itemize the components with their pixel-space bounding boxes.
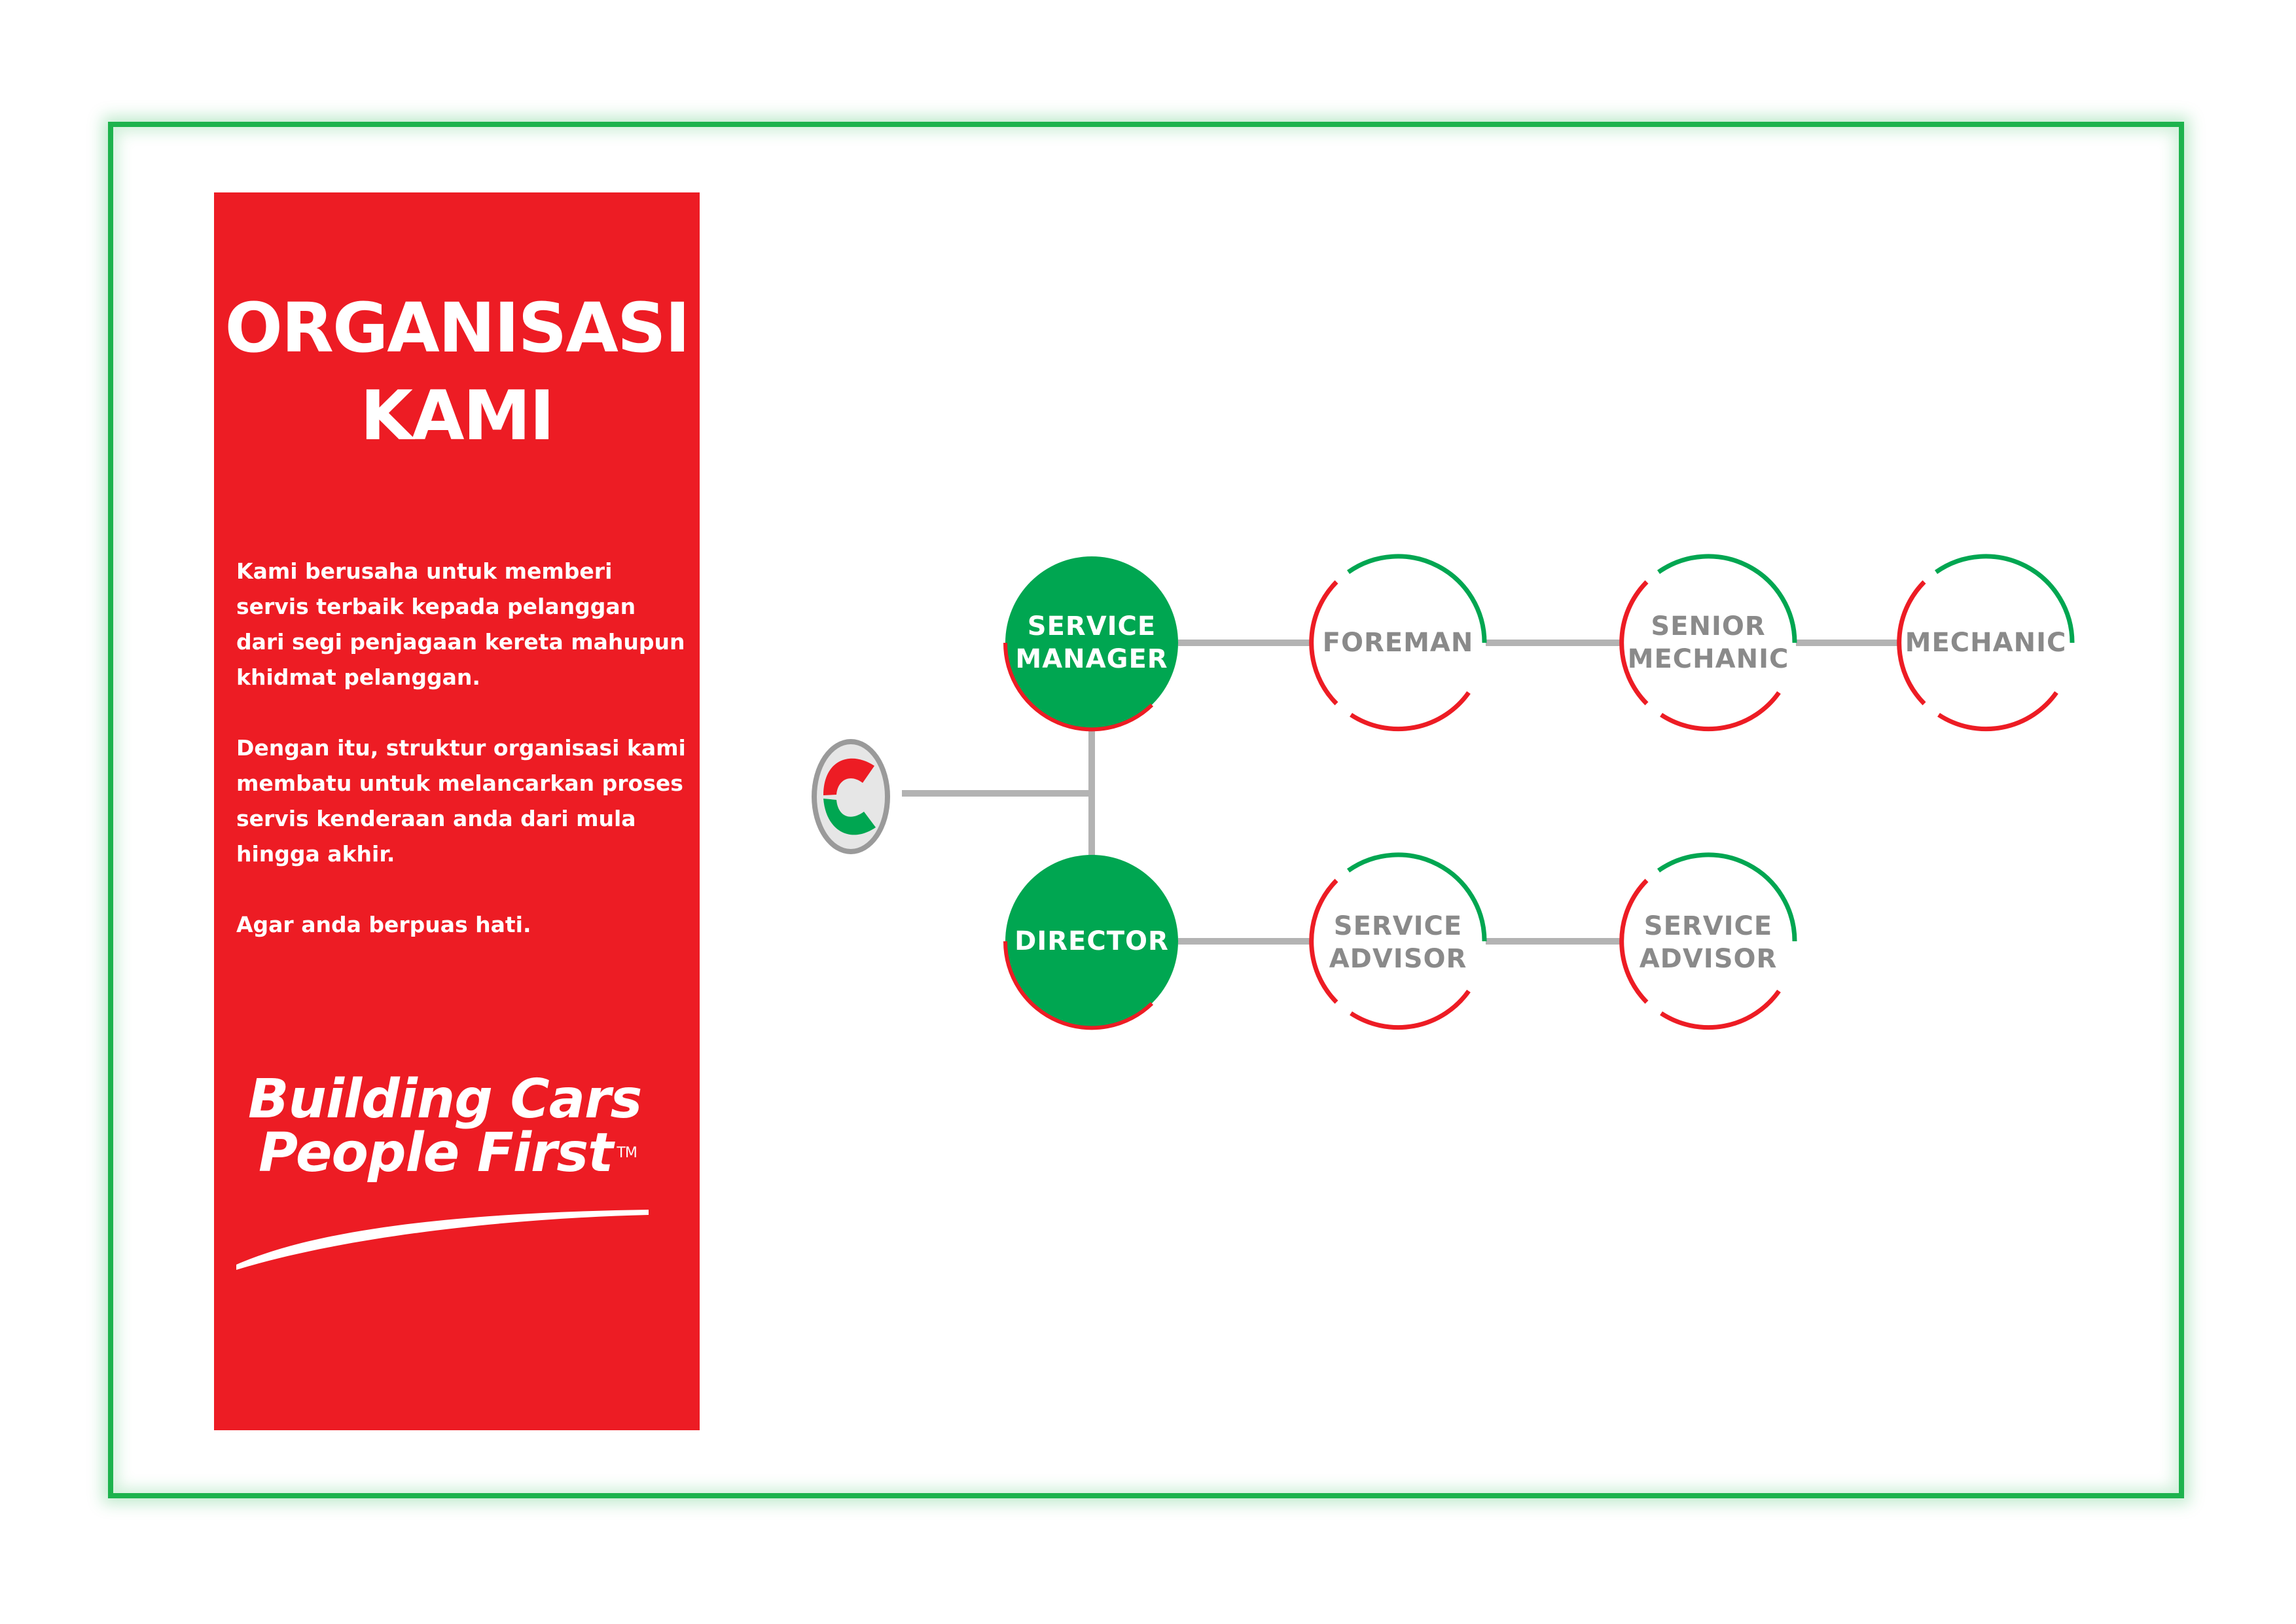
node-service-advisor-2 xyxy=(1619,852,1797,1030)
intro-paragraph-3: Agar anda berpuas hati. xyxy=(236,912,531,937)
trademark-mark: TM xyxy=(617,1145,637,1161)
node-foreman xyxy=(1309,554,1487,732)
label-line: MANAGER xyxy=(1015,644,1168,674)
intro-text: Kami berusaha untuk memberi servis terba… xyxy=(236,554,688,978)
slogan-line-1: Building Cars xyxy=(248,1068,642,1130)
node-label-senior-mechanic: SENIOR MECHANIC xyxy=(1622,610,1795,676)
node-label-director: DIRECTOR xyxy=(1005,925,1178,958)
label-line: MECHANIC xyxy=(1905,628,2067,658)
label-line: SERVICE xyxy=(1333,911,1463,941)
slogan: Building Cars People First TM xyxy=(247,1073,698,1180)
label-line: SENIOR xyxy=(1651,611,1766,641)
connector-lines xyxy=(902,640,1899,945)
node-senior-mechanic xyxy=(1619,554,1797,732)
node-label-service-advisor-1: SERVICE ADVISOR xyxy=(1312,910,1484,975)
node-service-advisor-1 xyxy=(1309,852,1487,1030)
title-line-1: ORGANISASI xyxy=(224,288,690,368)
page-title: ORGANISASI KAMI xyxy=(214,284,700,460)
node-label-foreman: FOREMAN xyxy=(1312,626,1484,659)
intro-panel: ORGANISASI KAMI Kami berusaha untuk memb… xyxy=(214,192,700,1430)
node-label-service-manager: SERVICE MANAGER xyxy=(1005,610,1178,676)
node-label-service-advisor-2: SERVICE ADVISOR xyxy=(1622,910,1795,975)
title-line-2: KAMI xyxy=(360,376,554,456)
label-line: MECHANIC xyxy=(1627,644,1789,674)
intro-paragraph-1: Kami berusaha untuk memberi servis terba… xyxy=(236,558,685,690)
node-mechanic xyxy=(1897,554,2075,732)
label-line: ADVISOR xyxy=(1329,944,1467,974)
label-line: SERVICE xyxy=(1027,611,1157,641)
label-line: SERVICE xyxy=(1643,911,1773,941)
perodua-logo-icon xyxy=(812,739,890,854)
node-director xyxy=(1003,855,1178,1030)
swoosh-icon xyxy=(236,1210,649,1270)
label-line: ADVISOR xyxy=(1639,944,1778,974)
outer-frame xyxy=(108,122,2184,1498)
slogan-line-2: People First xyxy=(259,1122,613,1184)
intro-paragraph-2: Dengan itu, struktur organisasi kami mem… xyxy=(236,735,686,867)
label-line: FOREMAN xyxy=(1322,628,1474,658)
node-service-manager xyxy=(1003,556,1178,732)
node-label-mechanic: MECHANIC xyxy=(1899,626,2072,659)
label-line: DIRECTOR xyxy=(1014,926,1169,956)
